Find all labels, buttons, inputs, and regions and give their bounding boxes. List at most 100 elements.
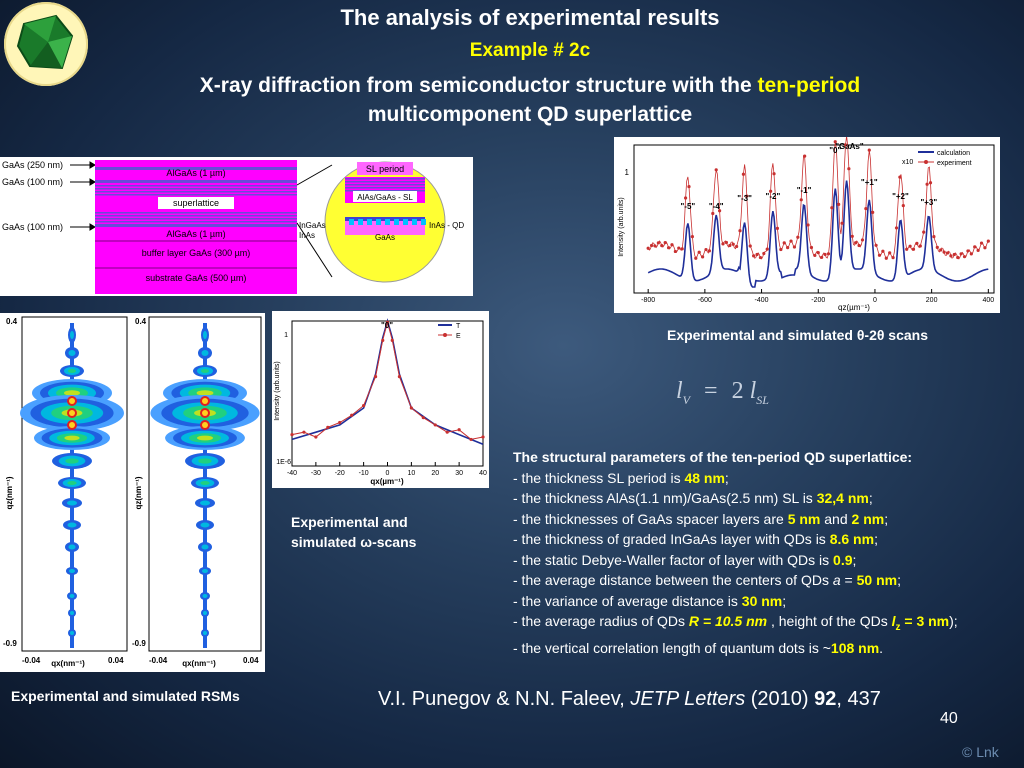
rsm-intensity bbox=[20, 323, 124, 648]
theta-exp-point bbox=[942, 250, 946, 254]
theta-peak-label: "-4" bbox=[709, 202, 724, 211]
theta-exp-point bbox=[915, 241, 919, 245]
layer-algaas-top: AlGaAs (1 µm) bbox=[166, 168, 225, 178]
theta-exp-point bbox=[714, 168, 718, 172]
theta-exp-point bbox=[724, 240, 729, 245]
theta-exp-point bbox=[762, 251, 766, 256]
theta-exp-point bbox=[908, 244, 912, 248]
params-heading: The structural parameters of the ten-per… bbox=[513, 449, 913, 465]
theta-legend-calc: calculation bbox=[937, 150, 970, 157]
theta-xtick: 400 bbox=[982, 297, 994, 304]
theta-peak-label: "-3" bbox=[737, 194, 752, 203]
page-title: The analysis of experimental results bbox=[340, 5, 720, 30]
theta-exp-point bbox=[854, 241, 858, 245]
theta-exp-point bbox=[653, 244, 657, 248]
omega-ytick-top: 1 bbox=[284, 332, 288, 339]
omega-xtick: -30 bbox=[311, 470, 321, 477]
omega-ytick-bottom: 1E-6 bbox=[276, 459, 291, 466]
omega-xtick: -20 bbox=[335, 470, 345, 477]
theta-peak-label: "GaAs" bbox=[835, 142, 864, 151]
omega-xtick: 20 bbox=[431, 470, 439, 477]
omega-point bbox=[445, 430, 449, 434]
theta-xtick: -600 bbox=[698, 297, 712, 304]
layer-substrate: substrate GaAs (500 µm) bbox=[146, 273, 247, 283]
theta-exp-point bbox=[837, 202, 841, 207]
theta-exp-point bbox=[697, 250, 701, 254]
param-qd-radius: - the average radius of QDs R = 10.5 nm … bbox=[513, 613, 958, 633]
theta-exp-point bbox=[850, 234, 854, 238]
theta-peak-label: "-2" bbox=[766, 192, 781, 201]
subtitle: X-ray diffraction from semiconductor str… bbox=[199, 74, 861, 126]
omega-point bbox=[314, 435, 318, 439]
theta-exp-point bbox=[769, 189, 773, 193]
theta-exp-point bbox=[966, 249, 970, 253]
theta-exp-point bbox=[745, 194, 749, 198]
omega-xtick: 40 bbox=[479, 470, 487, 477]
rsm-intensity bbox=[150, 323, 260, 648]
theta-exp-point bbox=[728, 243, 732, 248]
omega-point bbox=[326, 425, 330, 429]
logo bbox=[4, 2, 88, 86]
omega-peak-label: "0" bbox=[381, 321, 393, 330]
theta-exp-point bbox=[881, 249, 885, 253]
layer-buffer: buffer layer GaAs (300 µm) bbox=[142, 248, 251, 258]
param-sl-period: - the thickness SL period is 48 nm; bbox=[513, 469, 729, 486]
rsm1-ytick-bottom: -0.9 bbox=[3, 639, 17, 648]
omega-xtick: -40 bbox=[287, 470, 297, 477]
theta-exp-point bbox=[806, 223, 810, 227]
rsm2-ytick-top: 0.4 bbox=[135, 317, 147, 326]
theta-exp-point bbox=[809, 245, 814, 250]
param-spacer: - the thicknesses of GaAs spacer layers … bbox=[513, 510, 889, 527]
omega-point bbox=[469, 437, 473, 442]
rsm1-xlabel: qx(nm⁻¹) bbox=[51, 659, 85, 668]
sl-gaas-label: GaAs bbox=[375, 233, 395, 242]
theta-peak-label: "0" bbox=[829, 146, 841, 155]
rsm1-xtick-left: -0.04 bbox=[22, 656, 41, 665]
theta-exp-point bbox=[690, 235, 694, 239]
omega-point bbox=[433, 423, 437, 427]
theta-exp-point bbox=[646, 246, 650, 250]
theta-exp-point bbox=[663, 241, 667, 245]
theta-exp-point bbox=[786, 246, 790, 250]
theta-exp-point bbox=[735, 244, 739, 249]
omega-xtick: 30 bbox=[455, 470, 463, 477]
reference: V.I. Punegov & N.N. Faleev, JETP Letters… bbox=[378, 688, 881, 710]
theta-xtick: -200 bbox=[811, 297, 825, 304]
theta-exp-point bbox=[925, 182, 929, 186]
theta-exp-point bbox=[922, 230, 926, 234]
rsm1-ytick-top: 0.4 bbox=[6, 317, 18, 326]
theta-series-calculation bbox=[647, 180, 989, 288]
theta-exp-point bbox=[748, 244, 752, 248]
theta-exp-point bbox=[680, 247, 684, 251]
param-sl-thickness: - the thickness AlAs(1.1 nm)/GaAs(2.5 nm… bbox=[513, 490, 873, 506]
theta-exp-point bbox=[649, 243, 654, 248]
theta-xtick: 200 bbox=[926, 297, 938, 304]
theta-exp-point bbox=[884, 256, 888, 260]
param-variance: - the variance of average distance is 30… bbox=[513, 592, 787, 609]
copyright: © Lnk bbox=[962, 744, 999, 760]
omega-ylabel: Intensity (arb.units) bbox=[274, 361, 281, 421]
theta-exp-point bbox=[877, 253, 882, 257]
omega-point bbox=[338, 420, 342, 425]
theta-legend-exp: experiment bbox=[937, 160, 972, 167]
theta-exp-point bbox=[670, 243, 674, 247]
theta-exp-point bbox=[792, 245, 797, 249]
sl-alas-gaas-label: AlAs/GaAs - SL bbox=[357, 193, 413, 202]
omega-caption: Experimental and simulated ω-scans bbox=[291, 514, 417, 550]
theta-exp-point bbox=[799, 198, 803, 202]
theta-exp-point bbox=[932, 235, 936, 239]
sl-ingaas-label: InGaAs bbox=[299, 221, 326, 230]
theta-exp-point bbox=[847, 167, 851, 171]
theta-exp-point bbox=[874, 243, 878, 247]
theta-exp-point bbox=[660, 244, 664, 248]
theta-exp-point bbox=[898, 175, 902, 179]
omega-point bbox=[397, 374, 402, 379]
theta-exp-point bbox=[775, 226, 780, 231]
theta-exp-point bbox=[820, 255, 824, 259]
theta-exp-point bbox=[935, 245, 939, 249]
theta-exp-point bbox=[765, 247, 769, 251]
omega-point bbox=[302, 430, 306, 434]
theta-exp-point bbox=[956, 255, 960, 260]
rsm-caption: Experimental and simulated RSMs bbox=[11, 688, 240, 704]
omega-chart: Intensity (arb.units) 1 1E-6 -40 -30 -20 -1… bbox=[272, 311, 489, 488]
